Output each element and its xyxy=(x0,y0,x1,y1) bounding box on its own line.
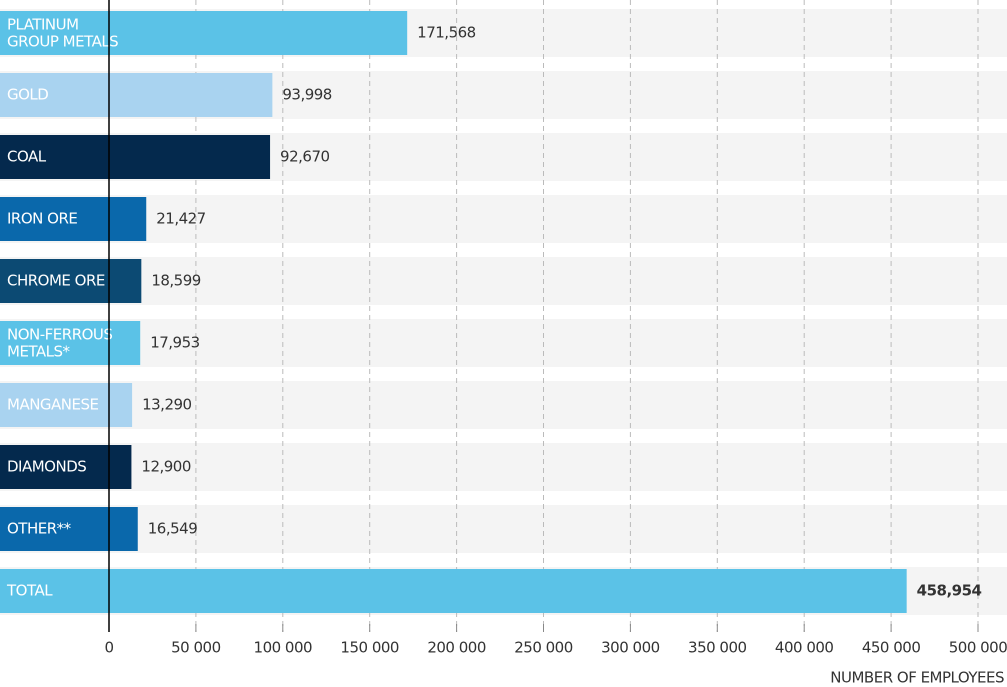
value-label: 13,290 xyxy=(142,396,192,414)
row-band xyxy=(0,257,1007,305)
bar xyxy=(0,507,138,551)
x-tick-label: 100 000 xyxy=(254,639,313,657)
value-label: 18,599 xyxy=(151,272,201,290)
x-tick-label: 250 000 xyxy=(514,639,573,657)
bar xyxy=(0,383,133,427)
x-tick-label: 350 000 xyxy=(688,639,747,657)
row-band xyxy=(0,319,1007,367)
x-tick-label: 450 000 xyxy=(862,639,921,657)
value-label: 17,953 xyxy=(150,334,200,352)
category-label: CHROME ORE xyxy=(7,272,105,290)
bar xyxy=(0,135,271,179)
bar xyxy=(0,11,408,55)
category-label: OTHER** xyxy=(7,520,72,538)
x-tick-label: 150 000 xyxy=(340,639,399,657)
x-tick-label: 400 000 xyxy=(775,639,834,657)
bar xyxy=(0,321,141,365)
bar xyxy=(0,73,273,117)
x-tick-label: 500 000 xyxy=(949,639,1007,657)
bar xyxy=(0,259,142,303)
value-label: 21,427 xyxy=(156,210,206,228)
x-tick-label: 300 000 xyxy=(601,639,660,657)
category-label: DIAMONDS xyxy=(7,458,86,476)
bar xyxy=(0,197,147,241)
category-label: COAL xyxy=(7,148,47,166)
row-band xyxy=(0,195,1007,243)
category-label: PLATINUM GROUP METALS xyxy=(7,15,118,50)
category-label: TOTAL xyxy=(6,582,53,600)
x-tick-label: 0 xyxy=(104,639,113,657)
category-label: MANGANESE xyxy=(7,396,99,414)
value-label: 92,670 xyxy=(280,148,330,166)
x-axis-label: NUMBER OF EMPLOYEES xyxy=(830,669,1004,687)
category-label: NON-FERROUS METALS* xyxy=(7,325,112,360)
x-tick-label: 200 000 xyxy=(427,639,486,657)
bar xyxy=(0,569,907,613)
row-band xyxy=(0,381,1007,429)
category-label: IRON ORE xyxy=(7,210,77,228)
x-tick-label: 50 000 xyxy=(171,639,221,657)
row-band xyxy=(0,505,1007,553)
value-label: 93,998 xyxy=(282,86,332,104)
value-label: 171,568 xyxy=(417,24,476,42)
value-label: 16,549 xyxy=(148,520,198,538)
category-label: GOLD xyxy=(7,86,48,104)
value-label: 458,954 xyxy=(917,582,982,600)
value-label: 12,900 xyxy=(141,458,191,476)
row-band xyxy=(0,443,1007,491)
